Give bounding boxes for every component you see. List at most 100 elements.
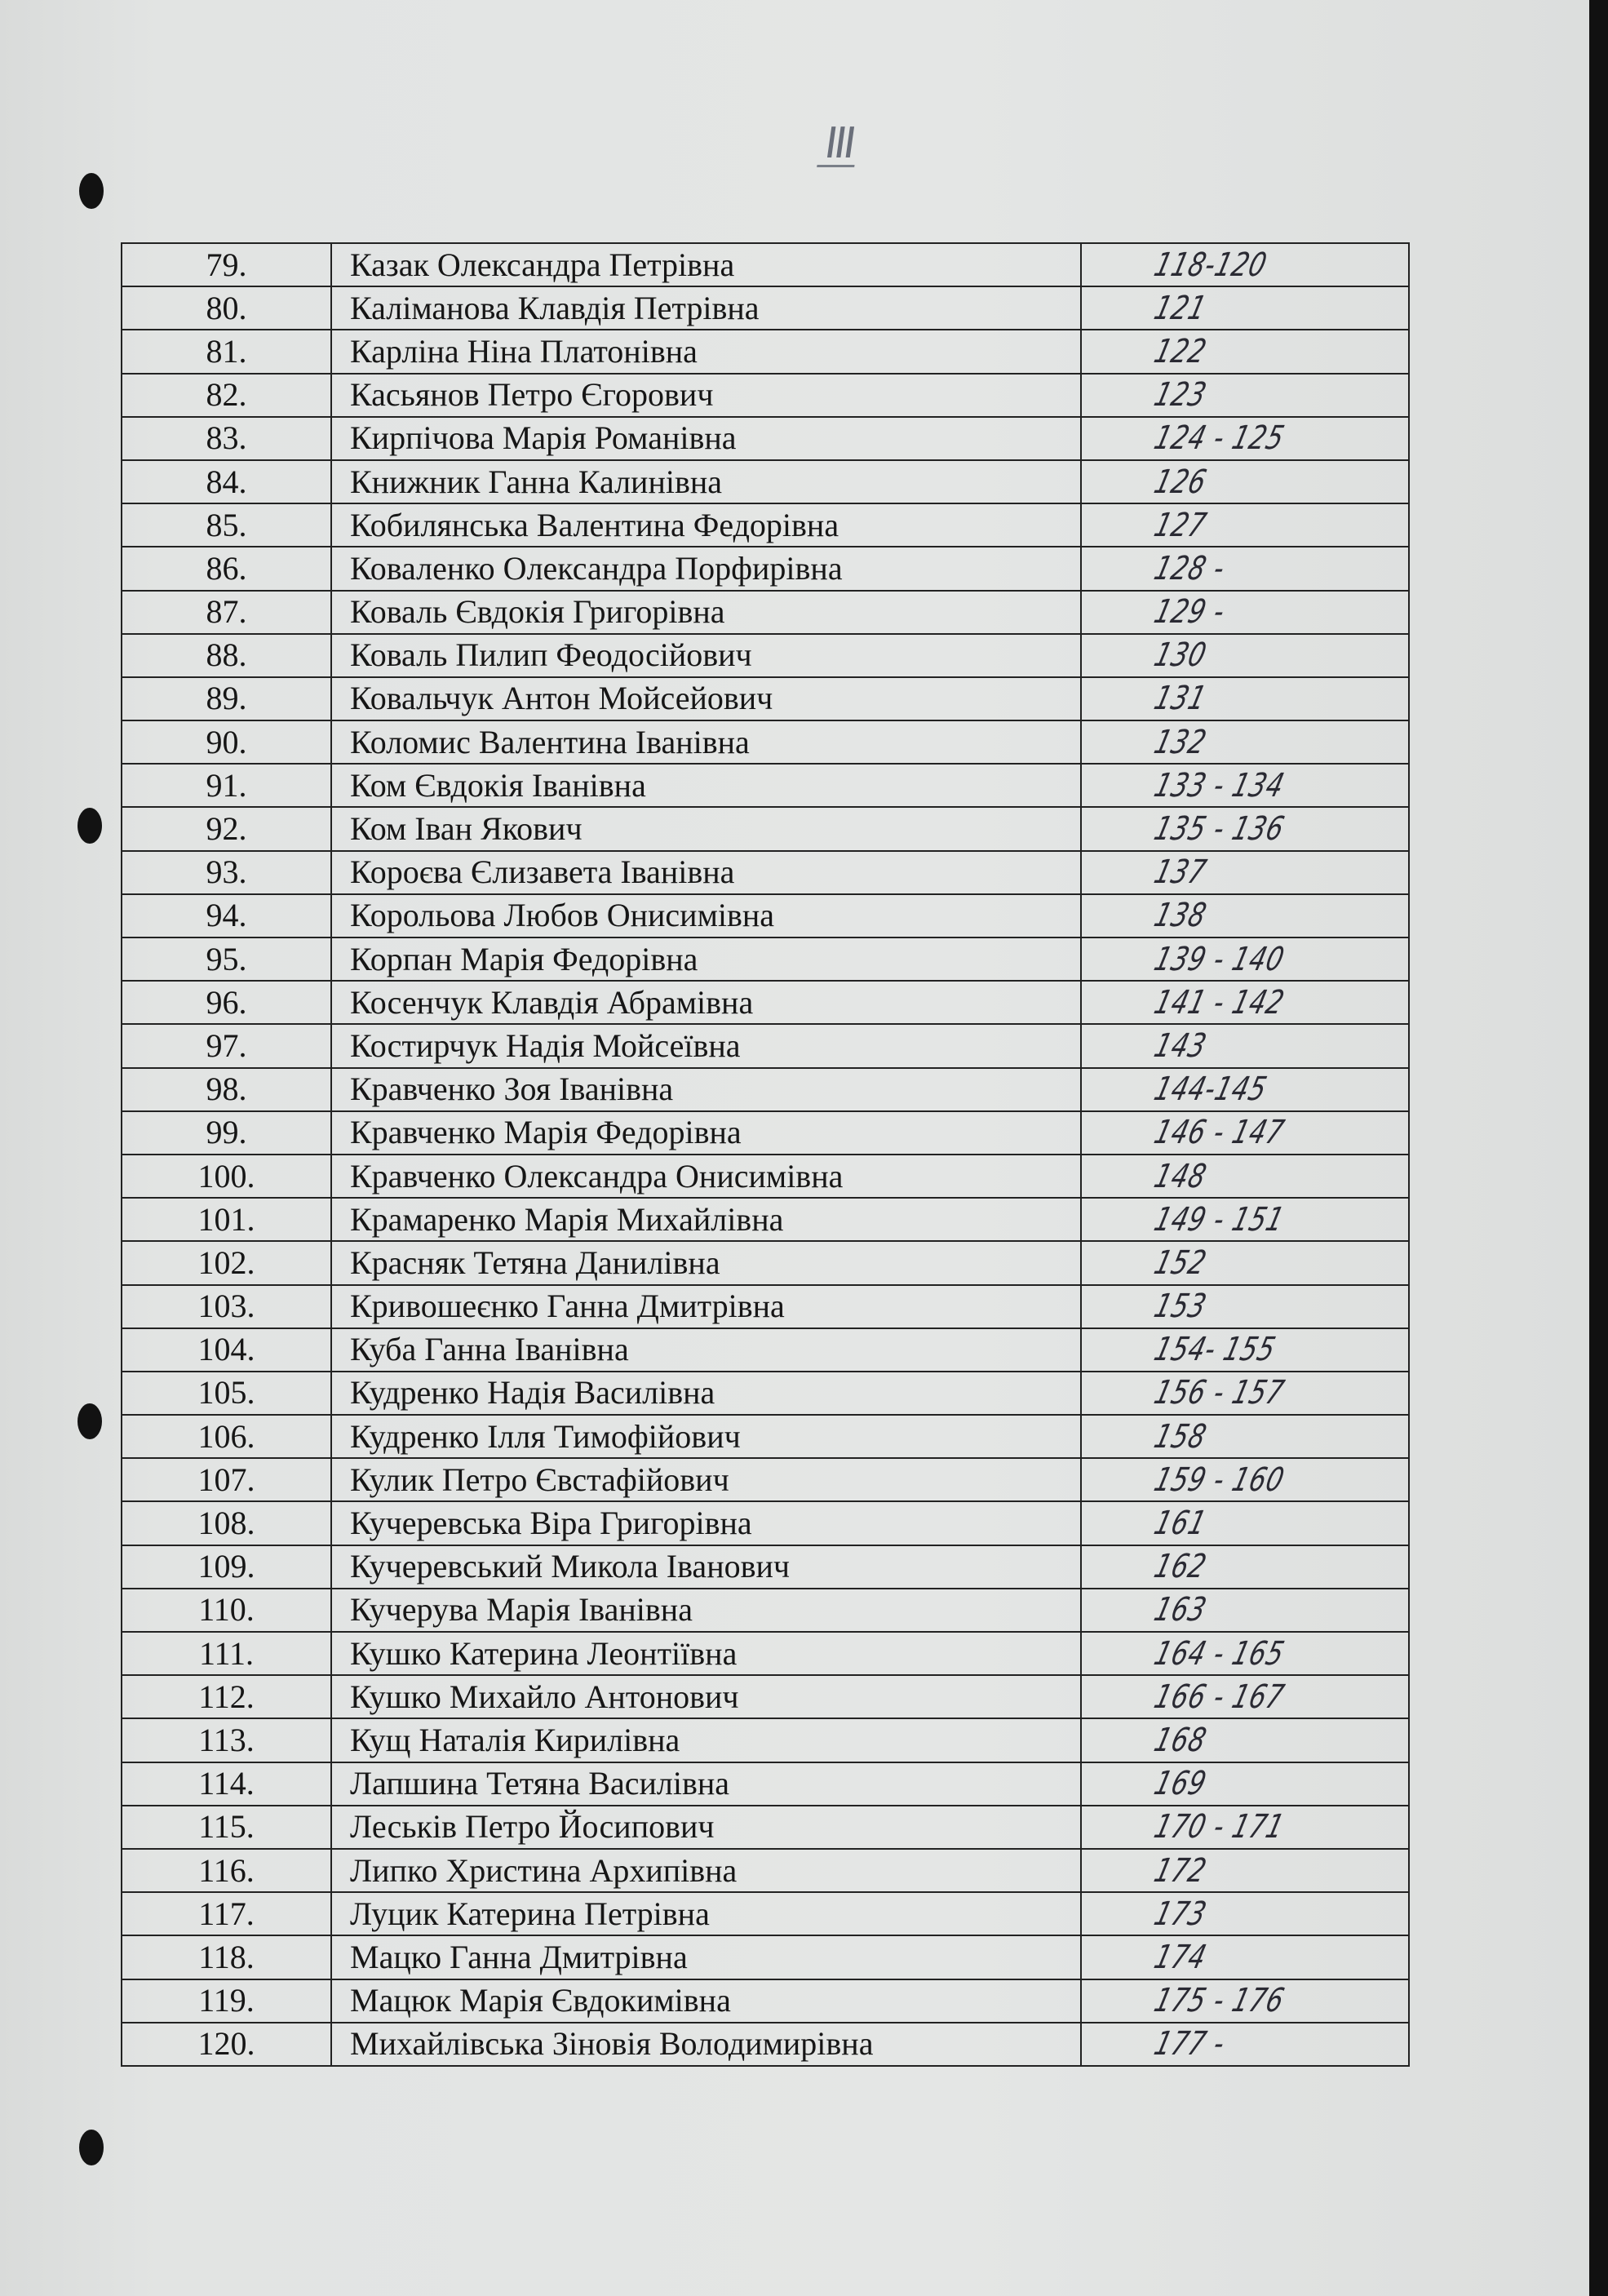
table-row: 116. Липко Христина Архипівна 172 — [121, 1847, 1410, 1894]
page-range: 154- 155 — [1080, 1327, 1410, 1372]
page-range: 177 - — [1080, 2021, 1410, 2067]
person-name: Кущ Наталія Кирилівна — [330, 1718, 1082, 1763]
page-range: 146 - 147 — [1080, 1110, 1410, 1155]
page-range: 164 - 165 — [1080, 1630, 1410, 1677]
handwritten-pages: 141 - 142 — [1150, 983, 1288, 1022]
handwritten-pages: 164 - 165 — [1150, 1634, 1288, 1673]
person-name: Коваль Пилип Феодосійович — [330, 632, 1082, 678]
table-row: 95. Корпан Марія Федорівна 139 - 140 — [121, 936, 1410, 982]
page-range: 130 — [1080, 632, 1410, 678]
person-name: Корпан Марія Федорівна — [330, 936, 1082, 982]
handwritten-pages: 168 — [1150, 1721, 1211, 1759]
table-row: 87. Коваль Євдокія Григорівна 129 - — [121, 589, 1410, 635]
handwritten-pages: 146 - 147 — [1150, 1114, 1288, 1152]
row-number: 104. — [121, 1327, 332, 1372]
person-name: Леськів Петро Йосипович — [330, 1804, 1082, 1850]
table-row: 89. Ковальчук Антон Мойсейович 131 — [121, 676, 1410, 722]
row-number: 94. — [121, 893, 332, 939]
page-range: 143 — [1080, 1023, 1410, 1069]
table-row: 82. Касьянов Петро Єгорович 123 — [121, 372, 1410, 418]
handwritten-pages: 161 — [1150, 1505, 1211, 1543]
row-number: 111. — [121, 1630, 332, 1677]
person-name: Кучерува Марія Іванівна — [330, 1587, 1082, 1633]
row-number: 112. — [121, 1674, 332, 1720]
person-name: Костирчук Надія Мойсеївна — [330, 1023, 1082, 1069]
punch-hole — [79, 173, 104, 209]
row-number: 96. — [121, 980, 332, 1026]
scan-edge — [1589, 0, 1608, 2296]
table-row: 109. Кучеревський Микола Іванович 162 — [121, 1544, 1410, 1589]
page-range: 162 — [1080, 1544, 1410, 1589]
page-range: 144-145 — [1080, 1066, 1410, 1112]
person-name: Кушко Катерина Леонтіївна — [330, 1630, 1082, 1677]
table-row: 112. Кушко Михайло Антонович 166 - 167 — [121, 1674, 1410, 1720]
person-name: Кучеревський Микола Іванович — [330, 1544, 1082, 1589]
table-row: 94. Корольова Любов Онисимівна 138 — [121, 893, 1410, 939]
page-range: 129 - — [1080, 589, 1410, 635]
person-name: Мацюк Марія Євдокимівна — [330, 1978, 1082, 2023]
row-number: 108. — [121, 1500, 332, 1546]
page-range: 138 — [1080, 893, 1410, 939]
row-number: 83. — [121, 415, 332, 461]
table-row: 90. Коломис Валентина Іванівна 132 — [121, 720, 1410, 765]
row-number: 118. — [121, 1935, 332, 1980]
row-number: 109. — [121, 1544, 332, 1589]
handwritten-pages: 118-120 — [1150, 246, 1271, 284]
person-name: Мацко Ганна Дмитрівна — [330, 1935, 1082, 1980]
page-range: 156 - 157 — [1080, 1370, 1410, 1416]
page-range: 169 — [1080, 1761, 1410, 1806]
person-name: Кривошеєнко Ганна Дмитрівна — [330, 1283, 1082, 1329]
person-name: Кравченко Марія Федорівна — [330, 1110, 1082, 1155]
person-name: Касьянов Петро Єгорович — [330, 372, 1082, 418]
person-name: Крамаренко Марія Михайлівна — [330, 1197, 1082, 1243]
table-row: 81. Карліна Ніна Платонівна 122 — [121, 329, 1410, 375]
page-range: 148 — [1080, 1153, 1410, 1199]
table-row: 97. Костирчук Надія Мойсеївна 143 — [121, 1023, 1410, 1069]
person-name: Кравченко Зоя Іванівна — [330, 1066, 1082, 1112]
person-name: Кравченко Олександра Онисимівна — [330, 1153, 1082, 1199]
page-range: 124 - 125 — [1080, 415, 1410, 461]
handwritten-pages: 129 - — [1150, 593, 1229, 632]
page-range: 139 - 140 — [1080, 936, 1410, 982]
person-name: Липко Христина Архипівна — [330, 1847, 1082, 1894]
handwritten-page-mark: III — [817, 119, 861, 168]
table-row: 120. Михайлівська Зіновія Володимирівна … — [121, 2021, 1410, 2067]
table-row: 86. Коваленко Олександра Порфирівна 128 … — [121, 546, 1410, 592]
table-row: 117. Луцик Катерина Петрівна 173 — [121, 1891, 1410, 1937]
row-number: 79. — [121, 242, 332, 288]
handwritten-pages: 170 - 171 — [1150, 1808, 1288, 1846]
handwritten-pages: 166 - 167 — [1150, 1678, 1288, 1716]
table-row: 119. Мацюк Марія Євдокимівна 175 - 176 — [121, 1978, 1410, 2023]
row-number: 119. — [121, 1978, 332, 2023]
handwritten-pages: 169 — [1150, 1765, 1211, 1803]
handwritten-pages: 137 — [1150, 853, 1211, 892]
person-name: Кудренко Надія Василівна — [330, 1370, 1082, 1416]
handwritten-pages: 156 - 157 — [1150, 1374, 1288, 1412]
page-range: 118-120 — [1080, 242, 1410, 288]
handwritten-pages: 127 — [1150, 506, 1211, 544]
table-row: 99. Кравченко Марія Федорівна 146 - 147 — [121, 1110, 1410, 1155]
table-row: 105. Кудренко Надія Василівна 156 - 157 — [121, 1370, 1410, 1416]
page-range: 173 — [1080, 1891, 1410, 1937]
page-range: 131 — [1080, 676, 1410, 722]
page-range: 161 — [1080, 1500, 1410, 1546]
person-name: Куба Ганна Іванівна — [330, 1327, 1082, 1372]
table-row: 80. Каліманова Клавдія Петрівна 121 — [121, 286, 1410, 331]
punch-hole — [78, 808, 102, 844]
handwritten-pages: 126 — [1150, 463, 1211, 501]
person-name: Карліна Ніна Платонівна — [330, 329, 1082, 375]
handwritten-pages: 130 — [1150, 636, 1211, 675]
page-range: 137 — [1080, 849, 1410, 895]
row-number: 115. — [121, 1804, 332, 1850]
table-row: 85. Кобилянська Валентина Федорівна 127 — [121, 503, 1410, 548]
handwritten-pages: 124 - 125 — [1150, 419, 1288, 458]
page-range: 168 — [1080, 1718, 1410, 1763]
table-row: 100. Кравченко Олександра Онисимівна 148 — [121, 1153, 1410, 1199]
person-name: Коваль Євдокія Григорівна — [330, 589, 1082, 635]
table-row: 83. Кирпічова Марія Романівна 124 - 125 — [121, 415, 1410, 461]
table-row: 115. Леськів Петро Йосипович 170 - 171 — [121, 1804, 1410, 1850]
table-row: 84. Книжник Ганна Калинівна 126 — [121, 459, 1410, 505]
person-name: Косенчук Клавдія Абрамівна — [330, 980, 1082, 1026]
page-range: 174 — [1080, 1935, 1410, 1980]
